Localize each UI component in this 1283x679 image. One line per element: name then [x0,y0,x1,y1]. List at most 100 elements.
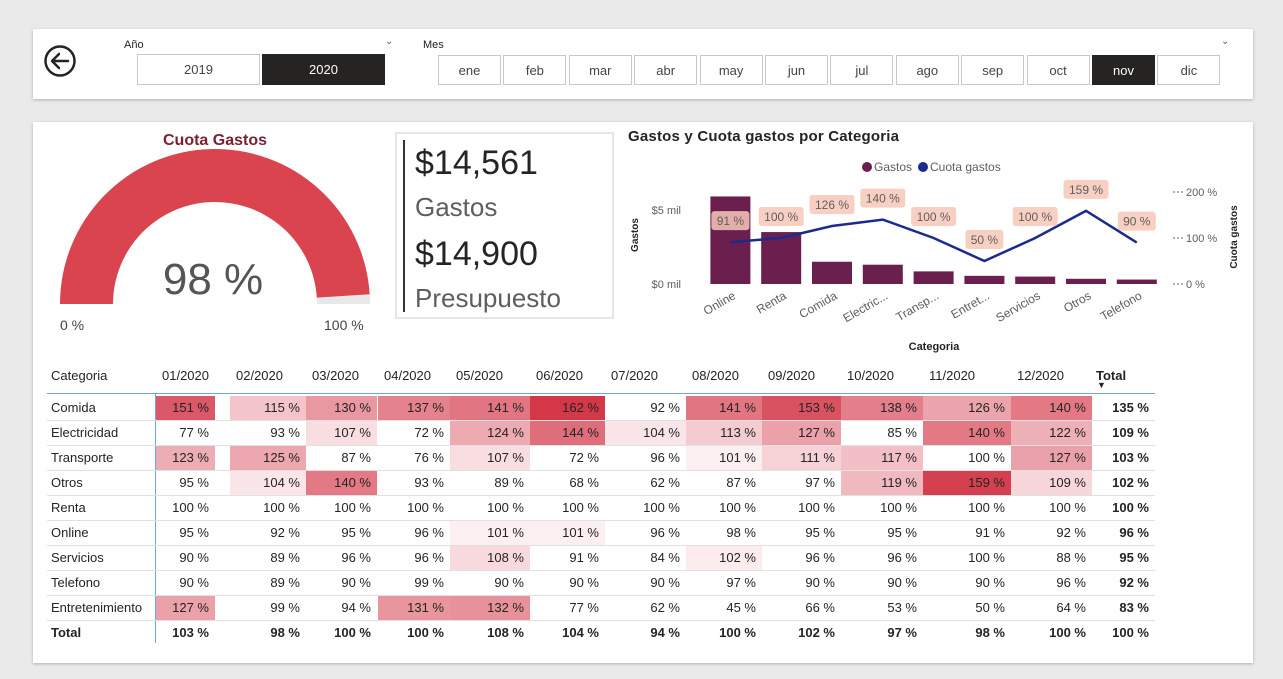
matrix-cell[interactable]: 109 % [1011,471,1092,495]
matrix-cell[interactable]: 68 % [569,475,599,490]
matrix-cell[interactable]: 127 % [156,596,215,620]
matrix-row-label[interactable]: Telefono [51,575,101,590]
matrix-row-label[interactable]: Online [51,525,89,540]
matrix-cell[interactable]: 95 % [1119,550,1149,565]
matrix-total-cell[interactable]: 97 % [887,625,917,640]
matrix-cell[interactable]: 104 % [605,421,686,445]
matrix-cell[interactable]: 90 % [179,575,209,590]
matrix-cell[interactable]: 96 % [1056,575,1086,590]
matrix-cell[interactable]: 88 % [1056,550,1086,565]
matrix-header-column[interactable]: 12/2020 [1017,368,1064,383]
matrix-header-categoria[interactable]: Categoria [51,368,108,383]
month-button-may[interactable]: may [699,55,763,85]
matrix-cell[interactable]: 144 % [530,421,605,445]
matrix-cell[interactable]: 89 % [270,575,300,590]
matrix-cell[interactable]: 151 % [156,396,215,420]
year-chevron-down-icon[interactable]: ⌄ [385,36,394,47]
matrix-cell[interactable]: 96 % [414,550,444,565]
matrix-cell[interactable]: 107 % [306,421,377,445]
matrix-header-column[interactable]: 07/2020 [611,368,658,383]
matrix-cell[interactable]: 97 % [726,575,756,590]
matrix-header-column[interactable]: 02/2020 [236,368,283,383]
matrix-cell[interactable]: 100 % [643,500,680,515]
matrix-cell[interactable]: 90 % [179,550,209,565]
bar-gastos[interactable] [1015,276,1056,284]
matrix-cell[interactable]: 45 % [726,600,756,615]
matrix-cell[interactable]: 124 % [450,421,530,445]
year-button-2020[interactable]: 2020 [262,54,385,85]
month-button-ene[interactable]: ene [438,55,501,85]
bar-gastos[interactable] [913,271,954,284]
matrix-cell[interactable]: 93 % [270,425,300,440]
bar-gastos[interactable] [1066,278,1106,284]
matrix-total-cell[interactable]: 100 % [719,625,756,640]
back-arrow-icon[interactable] [43,44,77,78]
matrix-cell[interactable]: 117 % [841,446,923,470]
matrix-total-cell[interactable]: 102 % [798,625,835,640]
matrix-cell[interactable]: 100 % [968,550,1005,565]
matrix-cell[interactable]: 96 % [650,450,680,465]
matrix-cell[interactable]: 96 % [341,550,371,565]
matrix-total-cell[interactable]: 98 % [270,625,300,640]
matrix-cell[interactable]: 92 % [1119,575,1149,590]
matrix-row-label[interactable]: Servicios [51,550,104,565]
matrix-cell[interactable]: 115 % [230,396,306,420]
matrix-header-column[interactable]: 01/2020 [162,368,209,383]
matrix-cell[interactable]: 140 % [923,421,1011,445]
matrix-cell[interactable]: 91 % [569,550,599,565]
matrix-cell[interactable]: 95 % [805,525,835,540]
month-button-abr[interactable]: abr [634,55,698,85]
matrix-header-column[interactable]: Total [1096,368,1127,383]
matrix-cell[interactable]: 92 % [270,525,300,540]
matrix-cell[interactable]: 96 % [1119,525,1149,540]
matrix-cell[interactable]: 90 % [569,575,599,590]
matrix-cell[interactable]: 103 % [1112,450,1149,465]
matrix-cell[interactable]: 72 % [414,425,444,440]
matrix-cell[interactable]: 96 % [805,550,835,565]
bar-gastos[interactable] [1116,279,1157,284]
matrix-cell[interactable]: 100 % [968,450,1005,465]
matrix-cell[interactable]: 77 % [569,600,599,615]
matrix-cell[interactable]: 101 % [530,521,605,545]
matrix-cell[interactable]: 90 % [341,575,371,590]
matrix-cell[interactable]: 87 % [341,450,371,465]
month-button-sep[interactable]: sep [961,55,1025,85]
matrix-total-cell[interactable]: 94 % [650,625,680,640]
matrix-cell[interactable]: 100 % [1049,500,1086,515]
matrix-cell[interactable]: 101 % [450,521,530,545]
matrix-cell[interactable]: 141 % [450,396,530,420]
matrix-cell[interactable]: 100 % [968,500,1005,515]
bar-gastos[interactable] [812,261,852,284]
matrix-total-row-label[interactable]: Total [51,625,82,640]
matrix-row-label[interactable]: Transporte [51,450,114,465]
matrix-cell[interactable]: 107 % [450,446,530,470]
matrix-cell[interactable]: 91 % [975,525,1005,540]
matrix-cell[interactable]: 131 % [378,596,450,620]
matrix-cell[interactable]: 85 % [887,425,917,440]
matrix-cell[interactable]: 95 % [179,475,209,490]
matrix-cell[interactable]: 140 % [306,471,377,495]
matrix-cell[interactable]: 95 % [341,525,371,540]
matrix-header-column[interactable]: 09/2020 [768,368,815,383]
month-button-jul[interactable]: jul [830,55,894,85]
matrix-row-label[interactable]: Renta [51,500,86,515]
matrix-cell[interactable]: 90 % [650,575,680,590]
matrix-row-label[interactable]: Electricidad [51,425,119,440]
matrix-cell[interactable]: 84 % [650,550,680,565]
matrix-cell[interactable]: 102 % [686,546,762,570]
month-button-ago[interactable]: ago [895,55,959,85]
matrix-cell[interactable]: 95 % [179,525,209,540]
matrix-cell[interactable]: 87 % [726,475,756,490]
matrix-header-column[interactable]: 10/2020 [847,368,894,383]
matrix-total-cell[interactable]: 100 % [407,625,444,640]
line-cuota-gastos[interactable] [730,209,1138,263]
matrix-cell[interactable]: 100 % [263,500,300,515]
matrix-cell[interactable]: 76 % [414,450,444,465]
matrix-cell[interactable]: 127 % [1011,446,1092,470]
matrix-row-label[interactable]: Otros [51,475,83,490]
matrix-cell[interactable]: 96 % [650,525,680,540]
matrix-cell[interactable]: 101 % [686,446,762,470]
matrix-cell[interactable]: 100 % [1112,500,1149,515]
matrix-cell[interactable]: 104 % [230,471,306,495]
matrix-total-cell[interactable]: 103 % [172,625,209,640]
